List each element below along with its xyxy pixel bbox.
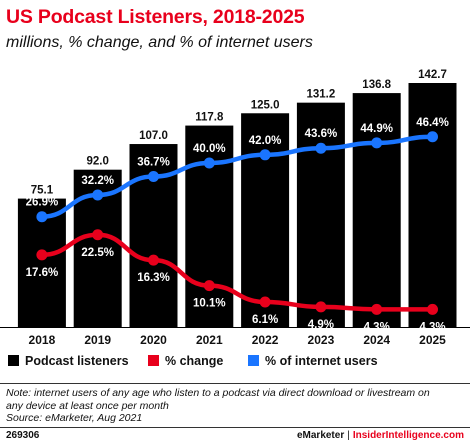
legend-label: % change <box>165 354 223 368</box>
pct-change-label: 16.3% <box>137 272 170 284</box>
x-tick-label: 2023 <box>308 333 335 347</box>
pct-internet-users-series-point <box>148 171 159 183</box>
legend-swatch <box>148 355 159 366</box>
chart-subtitle: millions, % change, and % of internet us… <box>6 34 313 51</box>
pct-internet-users-series-point <box>371 137 383 149</box>
pct-change-label: 4.3% <box>419 321 445 333</box>
pct-change-label: 6.1% <box>252 314 278 326</box>
bar <box>352 93 401 328</box>
bar <box>296 102 345 327</box>
x-tick-label: 2018 <box>29 333 56 347</box>
pct-change-series-point <box>259 296 271 308</box>
pct-internet-users-label: 26.9% <box>26 197 59 209</box>
bar-value-label: 125.0 <box>251 99 280 111</box>
x-tick-label: 2021 <box>196 333 223 347</box>
legend-label: % of internet users <box>265 354 378 368</box>
pct-internet-users-label: 36.7% <box>137 157 170 169</box>
pct-change-label: 17.6% <box>26 267 59 279</box>
legend-swatch <box>248 355 259 366</box>
bar-value-label: 142.7 <box>418 69 447 81</box>
pct-internet-users-series-point <box>203 157 215 169</box>
pct-change-label: 22.5% <box>81 247 114 259</box>
pct-change-series-point <box>148 254 159 266</box>
brand-insider-intelligence: InsiderIntelligence.com <box>352 430 464 441</box>
legend-label: Podcast listeners <box>25 354 129 368</box>
pct-change-series-point <box>427 303 438 315</box>
chart-id: 269306 <box>6 430 40 441</box>
bar-value-label: 107.0 <box>139 130 168 142</box>
footer-divider <box>0 427 470 428</box>
pct-change-label: 4.9% <box>308 319 334 331</box>
pct-internet-users-label: 40.0% <box>193 143 226 155</box>
x-tick-label: 2024 <box>363 333 390 347</box>
brand-separator: | <box>347 430 350 441</box>
pct-change-series-point <box>36 249 48 261</box>
chart-canvas: 75.1 92.0 107.0 117.8 125.0 131.2 136.8 142.7 20… <box>0 69 470 368</box>
bar-value-label: 92.0 <box>87 156 109 168</box>
bar-value-label: 75.1 <box>31 185 54 197</box>
bar <box>408 83 457 327</box>
pct-internet-users-label: 46.4% <box>416 117 449 129</box>
pct-change-series-point <box>92 229 104 241</box>
pct-internet-users-label: 44.9% <box>360 123 393 135</box>
source-line: Source: eMarketer, Aug 2021 <box>6 412 143 424</box>
chart-note: Note: internet users of any age who list… <box>6 387 466 425</box>
pct-internet-users-series-point <box>92 189 104 201</box>
x-tick-label: 2025 <box>419 333 446 347</box>
x-tick-label: 2022 <box>252 333 279 347</box>
note-divider <box>0 383 470 384</box>
pct-change-series-point <box>203 280 215 292</box>
note-line: Note: internet users of any age who list… <box>6 387 430 399</box>
x-tick-label: 2019 <box>84 333 111 347</box>
pct-internet-users-label: 43.6% <box>305 128 338 140</box>
pct-internet-users-series-point <box>427 131 438 143</box>
pct-internet-users-series-point <box>259 149 271 161</box>
pct-change-label: 10.1% <box>193 298 226 310</box>
pct-change-series-point <box>371 303 383 315</box>
x-tick-label: 2020 <box>140 333 167 347</box>
pct-internet-users-label: 32.2% <box>81 175 114 187</box>
legend-swatch <box>8 355 19 366</box>
bar-value-label: 136.8 <box>362 79 391 91</box>
footer-brand: eMarketer | InsiderIntelligence.com <box>297 430 464 441</box>
pct-internet-users-series-point <box>36 211 48 223</box>
pct-change-label: 4.3% <box>364 321 390 333</box>
bar <box>241 113 290 327</box>
bar-value-label: 131.2 <box>307 89 336 101</box>
pct-internet-users-series-point <box>315 142 327 154</box>
note-line: any device at least once per month <box>6 399 169 412</box>
pct-change-series-point <box>315 301 327 313</box>
brand-emarketer: eMarketer <box>296 430 345 441</box>
bar-value-label: 117.8 <box>195 112 224 124</box>
chart-title: US Podcast Listeners, 2018-2025 <box>6 6 305 28</box>
pct-internet-users-label: 42.0% <box>249 135 282 147</box>
